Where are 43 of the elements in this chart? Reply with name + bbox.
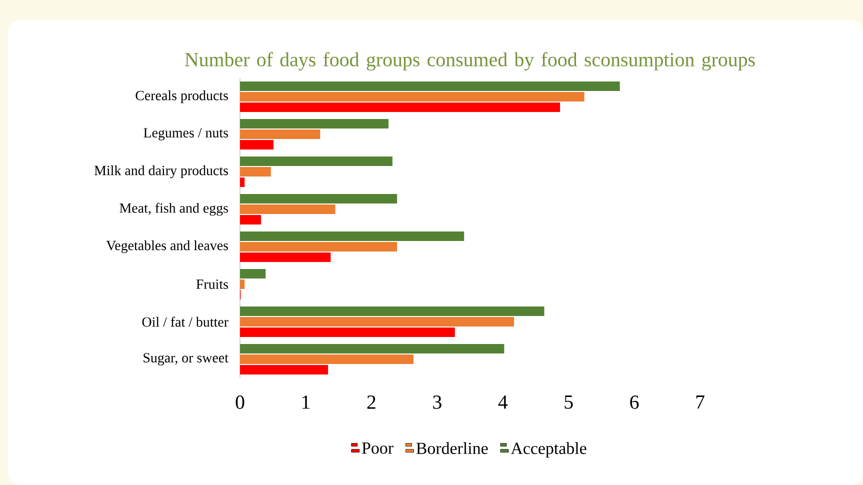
bar — [240, 177, 245, 187]
x-tick-label: 4 — [498, 396, 508, 409]
bar — [240, 92, 584, 102]
legend-label: Poor — [362, 442, 394, 454]
x-tick-label: 0 — [236, 396, 244, 409]
x-tick-label: 6 — [630, 396, 639, 409]
bar — [240, 231, 464, 241]
bar — [240, 344, 504, 354]
chart-title: Number of days food groups consumed by food sconsumption groups — [185, 52, 755, 70]
bar — [240, 118, 389, 128]
bar — [240, 166, 271, 176]
bar — [240, 102, 560, 112]
y-tick-label: Oil / fat / butter — [142, 316, 228, 327]
y-tick-label: Sugar, or sweet — [144, 353, 228, 366]
legend-label: Acceptable — [510, 442, 586, 458]
bar — [240, 364, 328, 374]
bar — [240, 140, 274, 150]
bar — [240, 156, 392, 166]
bar — [240, 279, 245, 289]
bar — [240, 252, 331, 262]
y-tick-label: Vegetables and leaves — [106, 240, 228, 254]
bar — [240, 242, 398, 252]
bar — [240, 194, 398, 204]
bar — [240, 129, 320, 139]
bar — [240, 204, 336, 214]
x-tick-label: 3 — [433, 396, 442, 409]
x-tick-label: 7 — [696, 396, 704, 409]
x-tick-label: 1 — [302, 396, 310, 409]
bar — [240, 327, 455, 337]
bar — [240, 268, 266, 278]
y-tick-label: Cereals products — [136, 90, 228, 104]
x-tick-label: 2 — [367, 396, 376, 409]
bar — [240, 214, 262, 224]
y-tick-label: Meat, fish and eggs — [120, 202, 228, 216]
y-tick-label: Milk and dairy products — [94, 165, 228, 178]
bar — [240, 81, 620, 91]
y-tick-label: Fruits — [196, 280, 228, 289]
legend-label: Borderline — [416, 442, 488, 454]
bar — [240, 306, 544, 316]
bar — [240, 354, 414, 364]
bar — [240, 316, 514, 326]
x-tick-label: 5 — [564, 396, 573, 409]
y-tick-label: Legumes / nuts — [144, 128, 228, 140]
